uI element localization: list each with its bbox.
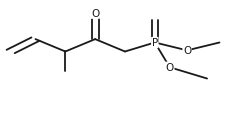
Text: O: O [166, 63, 174, 73]
Text: O: O [91, 9, 99, 19]
Text: P: P [152, 38, 158, 48]
Text: O: O [183, 46, 191, 56]
